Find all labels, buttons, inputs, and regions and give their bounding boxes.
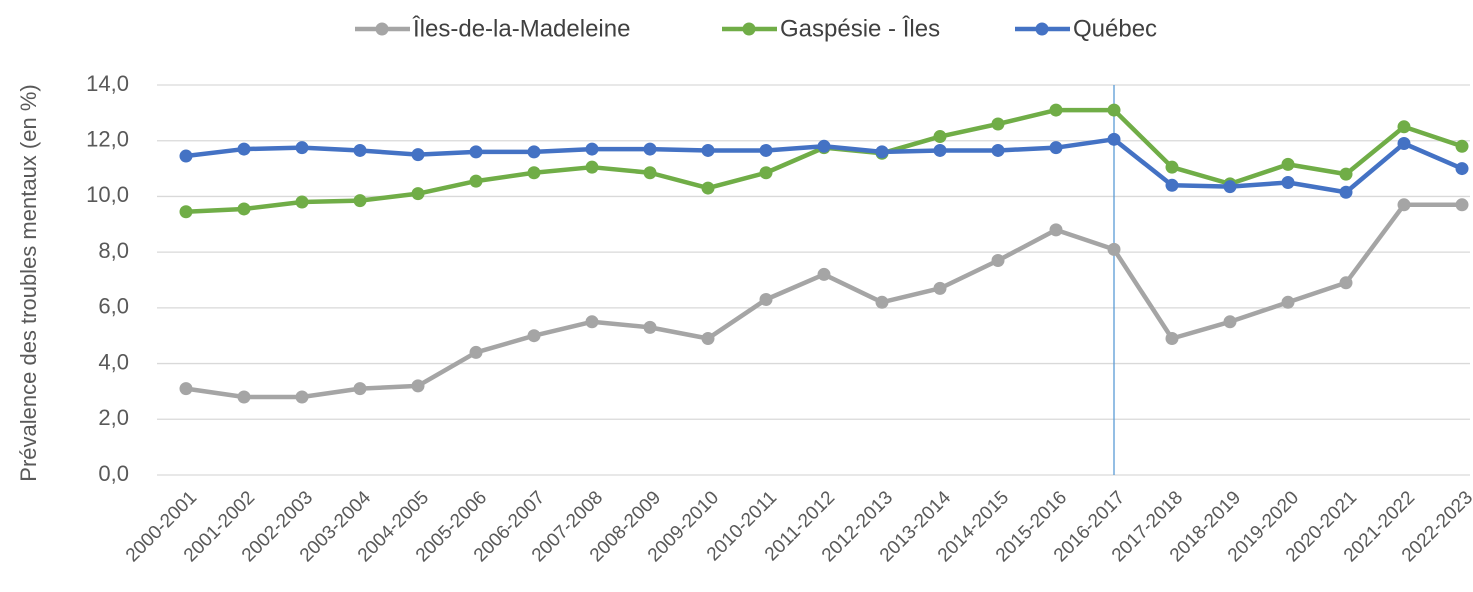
point [1339, 167, 1353, 181]
point [1049, 103, 1063, 117]
point [759, 166, 773, 180]
point [1165, 178, 1179, 192]
point [411, 379, 425, 393]
y-tick-label: 14,0 [86, 71, 129, 96]
point [1107, 103, 1121, 117]
point [643, 142, 657, 156]
point [701, 143, 715, 157]
point [179, 205, 193, 219]
point [295, 195, 309, 209]
point [585, 160, 599, 174]
point [179, 149, 193, 163]
y-tick-label: 8,0 [98, 238, 129, 263]
point [1281, 176, 1295, 189]
y-tick-label: 2,0 [98, 405, 129, 430]
point [1455, 198, 1469, 212]
point [469, 174, 483, 188]
legend-marker [742, 22, 756, 36]
point [527, 329, 541, 343]
point [353, 382, 367, 396]
point [411, 148, 425, 162]
point [1223, 180, 1237, 194]
point [527, 145, 541, 159]
point [1339, 276, 1353, 290]
point [237, 390, 251, 404]
point [179, 382, 193, 396]
point [1455, 162, 1469, 176]
point [933, 281, 947, 295]
legend-marker [1035, 22, 1049, 36]
point [1107, 242, 1121, 256]
point [1397, 198, 1411, 212]
point [991, 254, 1005, 267]
point [701, 181, 715, 195]
point [701, 332, 715, 345]
point [817, 139, 831, 153]
point [237, 142, 251, 156]
point [991, 117, 1005, 131]
point [759, 143, 773, 157]
point [759, 293, 773, 306]
point [295, 141, 309, 155]
point [1223, 315, 1237, 329]
point [1165, 160, 1179, 174]
point [1339, 185, 1353, 199]
point [237, 202, 251, 216]
point [1049, 223, 1063, 237]
point [469, 345, 483, 359]
point [1107, 132, 1121, 146]
point [875, 145, 889, 159]
point [875, 295, 889, 309]
point [1455, 139, 1469, 153]
y-tick-label: 10,0 [86, 182, 129, 207]
point [527, 166, 541, 180]
point [1281, 157, 1295, 171]
y-tick-label: 6,0 [98, 294, 129, 319]
y-axis-label: Prévalence des troubles mentaux (en %) [16, 84, 41, 481]
legend-label: Îles-de-la-Madeleine [412, 15, 630, 42]
legend-label: Québec [1073, 15, 1157, 42]
point [1281, 295, 1295, 309]
series-line [185, 202, 1462, 400]
point [1049, 141, 1063, 155]
point [991, 143, 1005, 157]
point [643, 320, 657, 334]
point [1165, 332, 1179, 345]
point [817, 267, 831, 281]
y-tick-label: 4,0 [98, 349, 129, 374]
point [585, 315, 599, 329]
point [353, 143, 367, 157]
point [1397, 137, 1411, 150]
point [1397, 120, 1411, 134]
y-tick-label: 0,0 [98, 461, 129, 486]
point [585, 142, 599, 156]
point [353, 194, 367, 208]
point [643, 166, 657, 180]
point [469, 145, 483, 159]
point [411, 187, 425, 201]
legend-label: Gaspésie - Îles [780, 15, 940, 42]
point [933, 143, 947, 157]
point [295, 390, 309, 404]
y-tick-label: 12,0 [86, 127, 129, 152]
point [933, 130, 947, 144]
legend-marker [375, 22, 389, 36]
